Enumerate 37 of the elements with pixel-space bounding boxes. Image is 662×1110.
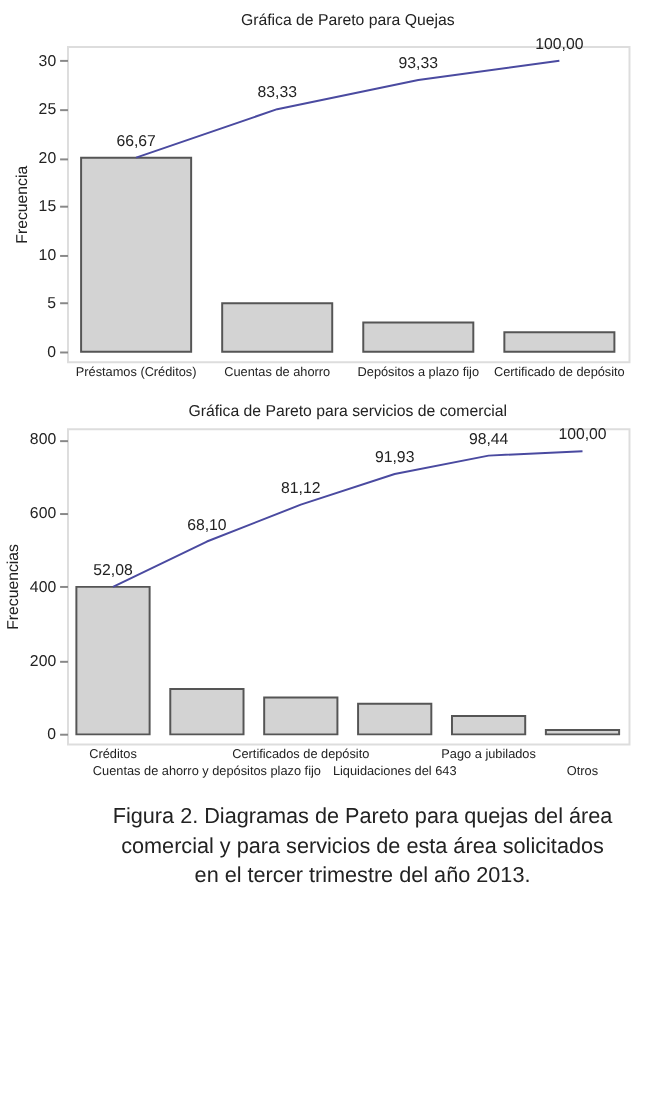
y-tick-label: 30	[38, 51, 58, 70]
data-label: 91,93	[374, 448, 416, 467]
bar	[221, 302, 334, 353]
bar	[75, 585, 151, 736]
bar	[362, 321, 475, 353]
text: Figura 2. Diagramas de Pareto para quejas del área comercial y para servicios de esta área solicitados en el tercer trimestre del año 2013.	[112, 805, 615, 889]
data-label: 81,12	[281, 478, 321, 497]
data-label: 52,08	[93, 561, 134, 580]
data-label: 68,10	[187, 515, 228, 534]
y-tick-label: 5	[47, 294, 58, 313]
bar	[544, 728, 621, 736]
y-tick-label: 600	[29, 504, 58, 523]
y-tick-label: 15	[38, 197, 58, 216]
bar	[263, 696, 339, 736]
y-axis-title: Frecuencias	[4, 543, 23, 630]
bar	[503, 331, 616, 353]
data-label: 93,33	[398, 54, 440, 73]
y-tick-label: 20	[38, 148, 58, 167]
bar	[169, 688, 245, 736]
bar	[357, 702, 433, 736]
y-tick-label: 0	[47, 342, 58, 361]
bar	[450, 714, 527, 736]
chart-title: Gráfica de Pareto para Quejas	[240, 11, 455, 30]
y-tick-label: 800	[29, 430, 58, 449]
bar	[80, 156, 193, 353]
y-axis-title: Frecuencia	[12, 164, 31, 244]
y-tick-label: 10	[38, 245, 58, 264]
data-label: 98,44	[468, 429, 510, 448]
y-tick-label: 200	[29, 651, 58, 670]
data-label: 83,33	[257, 83, 299, 102]
y-tick-label: 25	[38, 100, 58, 119]
data-label: 100,00	[535, 34, 585, 53]
data-label: 66,67	[116, 131, 156, 150]
y-tick-label: 0	[47, 725, 58, 744]
data-label: 100,00	[558, 425, 608, 444]
chart-title: Gráfica de Pareto para servicios de comercial	[188, 401, 508, 420]
y-tick-label: 400	[29, 577, 58, 596]
